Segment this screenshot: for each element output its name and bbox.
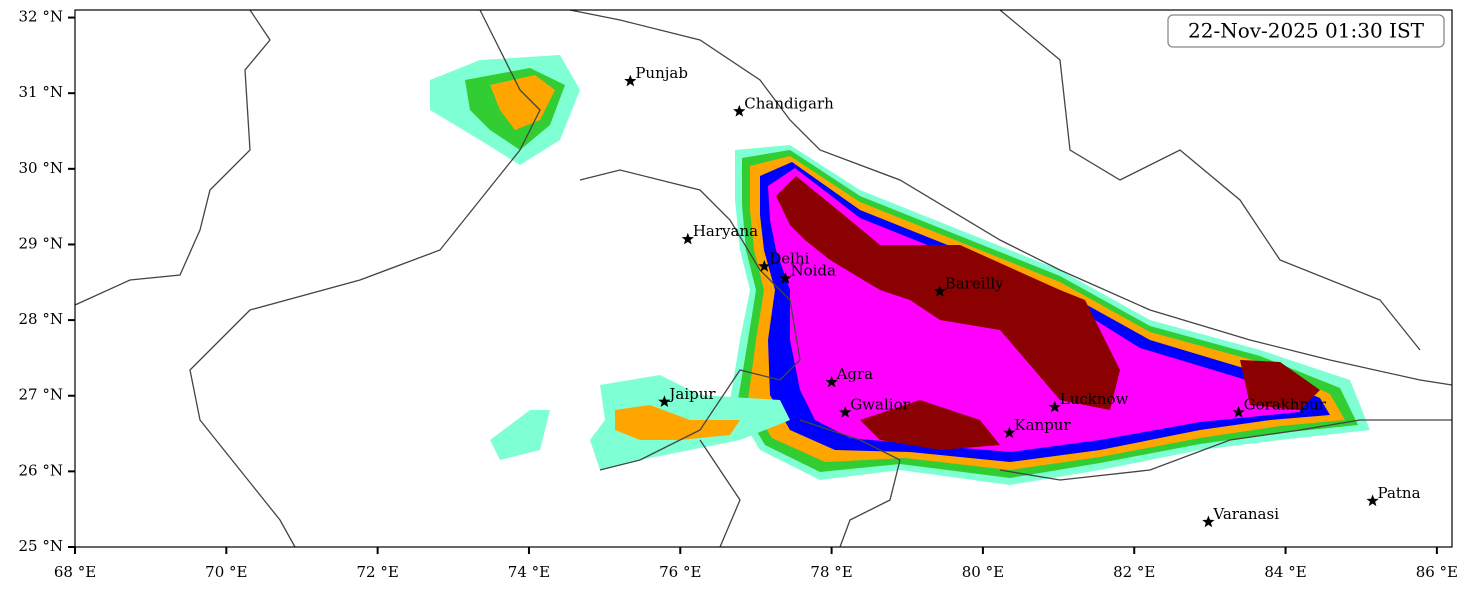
city-label: Bareilly bbox=[945, 274, 1004, 292]
plot-frame bbox=[74, 9, 1453, 548]
city-marker bbox=[658, 395, 671, 407]
borders bbox=[74, 9, 1453, 548]
border bbox=[579, 169, 801, 471]
x-tick-label: 68 °E bbox=[54, 563, 96, 581]
city-marker bbox=[733, 104, 746, 117]
precip-field bbox=[430, 55, 1370, 485]
x-tick-label: 78 °E bbox=[810, 563, 852, 581]
x-tick-label: 84 °E bbox=[1264, 563, 1306, 581]
y-tick-label: 30 °N bbox=[19, 159, 63, 177]
title-box: 22-Nov-2025 01:30 IST bbox=[1167, 14, 1445, 48]
city-label: Lucknow bbox=[1060, 390, 1129, 408]
border bbox=[569, 9, 1453, 386]
city-label: Gorakhpur bbox=[1244, 395, 1327, 413]
x-tick-label: 80 °E bbox=[962, 563, 1004, 581]
rain-maroon bbox=[860, 400, 1000, 450]
city-marker bbox=[1003, 426, 1016, 439]
city-marker bbox=[624, 74, 637, 87]
rain-sw-orange bbox=[615, 405, 740, 440]
city-label: Haryana bbox=[693, 222, 758, 240]
border bbox=[799, 419, 901, 548]
y-tick-label: 25 °N bbox=[19, 537, 63, 555]
city-marker bbox=[758, 259, 771, 272]
city-marker bbox=[779, 272, 792, 284]
city-marker bbox=[839, 405, 852, 418]
city-label: Varanasi bbox=[1212, 505, 1279, 523]
city-label: Patna bbox=[1378, 484, 1421, 502]
city-marker bbox=[681, 232, 694, 245]
x-tick-label: 74 °E bbox=[508, 563, 550, 581]
rain-maroon bbox=[1240, 360, 1320, 410]
y-tick-label: 27 °N bbox=[19, 386, 63, 404]
rain-nw-orange bbox=[490, 75, 555, 130]
city-label: Agra bbox=[836, 365, 874, 383]
city-marker bbox=[1202, 515, 1215, 528]
y-tick-label: 26 °N bbox=[19, 461, 63, 479]
x-tick-label: 70 °E bbox=[205, 563, 247, 581]
x-tick-label: 72 °E bbox=[356, 563, 398, 581]
border bbox=[699, 439, 741, 548]
border bbox=[74, 9, 271, 306]
city-label: Jaipur bbox=[667, 385, 716, 403]
city-label: Punjab bbox=[635, 64, 688, 82]
city-label: Noida bbox=[790, 262, 836, 280]
city-label: Delhi bbox=[769, 249, 809, 267]
border bbox=[189, 9, 541, 548]
map-title: 22-Nov-2025 01:30 IST bbox=[1188, 19, 1425, 43]
title-frame bbox=[1167, 14, 1445, 48]
city-marker bbox=[1048, 400, 1061, 413]
y-tick-label: 28 °N bbox=[19, 310, 63, 328]
rain-sw-light2 bbox=[490, 410, 550, 460]
city-marker bbox=[1366, 494, 1379, 507]
city-label: Kanpur bbox=[1014, 416, 1071, 434]
y-tick-label: 29 °N bbox=[19, 234, 63, 252]
city-marker bbox=[933, 284, 946, 297]
rain-maroon bbox=[776, 176, 1120, 410]
y-tick-label: 31 °N bbox=[19, 83, 63, 101]
x-tick-label: 86 °E bbox=[1416, 563, 1458, 581]
x-tick-label: 82 °E bbox=[1113, 563, 1155, 581]
city-label: Gwalior bbox=[850, 395, 910, 413]
city-marker bbox=[825, 375, 838, 388]
city-label: Chandigarh bbox=[744, 94, 834, 112]
city-marker bbox=[1232, 405, 1245, 418]
y-tick-label: 32 °N bbox=[19, 8, 63, 26]
border bbox=[999, 9, 1421, 351]
x-tick-label: 76 °E bbox=[659, 563, 701, 581]
border bbox=[999, 419, 1452, 481]
